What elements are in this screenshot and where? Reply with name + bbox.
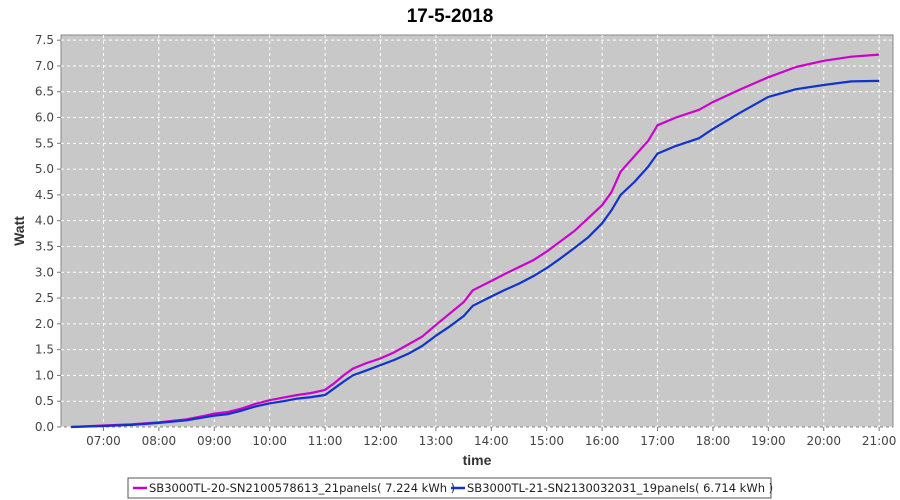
x-tick-label: 07:00 [86, 434, 121, 448]
series-group [71, 53, 880, 429]
y-tick-label: 2.5 [35, 291, 54, 305]
y-tick-label: 0.5 [35, 394, 54, 408]
x-tick-label: 09:00 [197, 434, 232, 448]
x-tick-label: 20:00 [806, 434, 841, 448]
x-axis-label: time [463, 452, 492, 468]
x-tick-label: 12:00 [363, 434, 398, 448]
chart-title: 17-5-2018 [407, 6, 494, 27]
y-tick-label: 0.0 [35, 420, 54, 434]
x-tick-label: 15:00 [529, 434, 564, 448]
y-tick-label: 5.0 [35, 162, 54, 176]
series-line-1 [71, 53, 880, 429]
y-axis: 0.0 0.5 1.0 1.5 2.0 2.5 3.0 3.5 4.0 4.5 5.0 5.5 6.0 6… [35, 33, 61, 434]
legend: SB3000TL-20-SN2100578613_21panels( 7.224… [127, 477, 773, 499]
y-tick-label: 4.0 [35, 214, 54, 228]
x-tick-label: 10:00 [252, 434, 287, 448]
x-axis: 07:00 08:00 09:00 10:00 11:00 12:00 13:00 14:00… [86, 427, 896, 448]
x-tick-label: 14:00 [474, 434, 509, 448]
x-tick-label: 13:00 [419, 434, 454, 448]
plot-area [60, 34, 894, 428]
y-tick-label: 7.0 [35, 59, 54, 73]
y-tick-label: 7.5 [35, 33, 54, 47]
series-line-2 [71, 79, 880, 429]
x-tick-label: 08:00 [142, 434, 177, 448]
y-tick-label: 1.5 [35, 343, 54, 357]
y-tick-label: 4.5 [35, 188, 54, 202]
legend-box [127, 477, 772, 499]
x-tick-label: 17:00 [640, 434, 675, 448]
y-tick-label: 5.5 [35, 136, 54, 150]
grid-lines [61, 35, 893, 428]
legend-label-1: SB3000TL-20-SN2100578613_21panels( 7.224… [149, 481, 455, 495]
x-tick-label: 19:00 [751, 434, 786, 448]
x-tick-label: 11:00 [308, 434, 343, 448]
y-tick-label: 2.0 [35, 317, 54, 331]
y-tick-label: 3.5 [35, 239, 54, 253]
y-tick-label: 6.0 [35, 111, 54, 125]
y-tick-label: 3.0 [35, 265, 54, 279]
y-axis-label: Watt [11, 216, 27, 246]
y-tick-label: 1.0 [35, 368, 54, 382]
x-tick-label: 21:00 [862, 434, 897, 448]
x-tick-label: 18:00 [696, 434, 731, 448]
x-tick-label: 16:00 [585, 434, 620, 448]
y-tick-label: 6.5 [35, 85, 54, 99]
legend-label-2: SB3000TL-21-SN2130032031_19panels( 6.714… [467, 481, 773, 495]
